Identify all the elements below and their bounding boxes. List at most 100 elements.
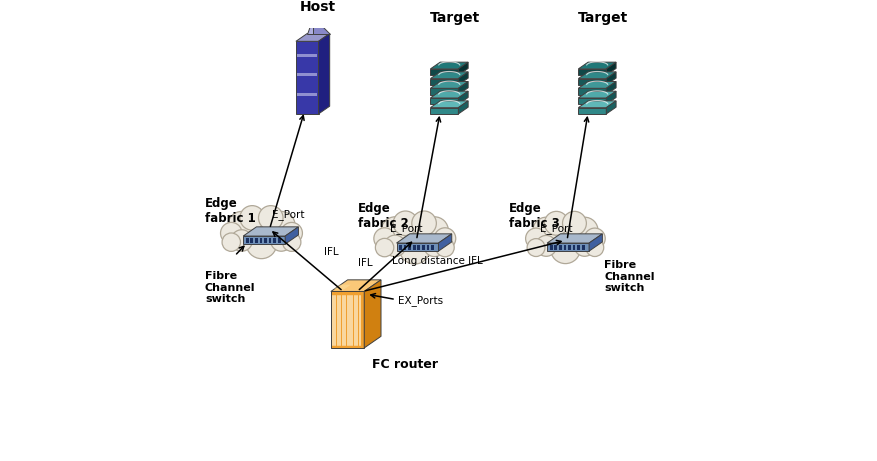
Polygon shape <box>430 69 458 75</box>
Polygon shape <box>396 243 438 251</box>
Polygon shape <box>578 98 606 104</box>
Circle shape <box>420 217 448 244</box>
Polygon shape <box>412 245 415 249</box>
Polygon shape <box>333 284 351 290</box>
Circle shape <box>243 213 280 249</box>
Circle shape <box>384 235 405 257</box>
Circle shape <box>393 211 417 236</box>
Polygon shape <box>431 245 433 249</box>
Polygon shape <box>318 34 330 114</box>
Polygon shape <box>430 88 458 95</box>
Polygon shape <box>260 238 262 242</box>
Polygon shape <box>578 72 616 78</box>
Polygon shape <box>296 34 330 41</box>
Polygon shape <box>572 245 574 249</box>
Circle shape <box>544 211 567 235</box>
Polygon shape <box>296 54 317 57</box>
Text: Target: Target <box>430 11 480 25</box>
Polygon shape <box>296 41 318 114</box>
Circle shape <box>526 239 545 256</box>
Circle shape <box>381 217 409 244</box>
Polygon shape <box>364 280 381 348</box>
Circle shape <box>434 228 455 249</box>
Text: E_Port: E_Port <box>389 223 422 234</box>
Text: IFL: IFL <box>324 247 339 257</box>
Circle shape <box>535 236 556 256</box>
Circle shape <box>571 217 597 244</box>
Polygon shape <box>458 101 467 114</box>
Polygon shape <box>546 243 588 251</box>
Circle shape <box>547 219 582 254</box>
Polygon shape <box>273 238 275 242</box>
Polygon shape <box>278 238 281 242</box>
Polygon shape <box>422 245 424 249</box>
Circle shape <box>574 236 595 256</box>
Polygon shape <box>426 245 429 249</box>
Circle shape <box>222 233 240 251</box>
Polygon shape <box>588 234 602 251</box>
Circle shape <box>220 222 242 244</box>
Polygon shape <box>578 108 606 114</box>
Circle shape <box>562 211 586 235</box>
Text: E_Port: E_Port <box>539 223 572 234</box>
Polygon shape <box>578 101 616 108</box>
Polygon shape <box>430 62 467 69</box>
Polygon shape <box>264 238 267 242</box>
Polygon shape <box>268 238 271 242</box>
Polygon shape <box>549 245 552 249</box>
Polygon shape <box>430 108 458 114</box>
Polygon shape <box>430 91 467 98</box>
Circle shape <box>246 228 276 259</box>
Text: Host: Host <box>300 0 336 14</box>
Text: Target: Target <box>577 11 627 25</box>
Text: Edge
fabric 2: Edge fabric 2 <box>358 202 409 230</box>
Polygon shape <box>458 91 467 104</box>
Circle shape <box>231 230 253 251</box>
Polygon shape <box>331 280 381 291</box>
Polygon shape <box>246 238 248 242</box>
Polygon shape <box>396 234 452 243</box>
Polygon shape <box>430 72 467 78</box>
Polygon shape <box>458 72 467 85</box>
Polygon shape <box>254 238 258 242</box>
Circle shape <box>435 238 453 257</box>
Polygon shape <box>581 245 584 249</box>
Polygon shape <box>307 18 312 34</box>
Circle shape <box>374 228 395 249</box>
Polygon shape <box>606 101 616 114</box>
Polygon shape <box>312 18 330 34</box>
Polygon shape <box>243 236 285 244</box>
Polygon shape <box>458 82 467 95</box>
Circle shape <box>424 235 445 257</box>
Text: E_Port: E_Port <box>271 209 303 220</box>
Polygon shape <box>331 291 364 348</box>
Text: EX_Ports: EX_Ports <box>397 295 442 306</box>
Polygon shape <box>430 82 467 88</box>
Circle shape <box>282 233 301 251</box>
Polygon shape <box>417 245 420 249</box>
Polygon shape <box>567 245 570 249</box>
Polygon shape <box>438 234 452 251</box>
Circle shape <box>525 228 545 249</box>
Text: Edge
fabric 1: Edge fabric 1 <box>204 197 255 225</box>
Polygon shape <box>606 72 616 85</box>
Text: IFL: IFL <box>358 258 373 268</box>
Polygon shape <box>578 62 616 69</box>
Polygon shape <box>430 78 458 85</box>
Polygon shape <box>578 82 616 88</box>
Polygon shape <box>408 245 410 249</box>
Circle shape <box>239 206 264 230</box>
Polygon shape <box>250 238 253 242</box>
Polygon shape <box>430 101 467 108</box>
Text: Fibre
Channel
switch: Fibre Channel switch <box>603 260 654 294</box>
Circle shape <box>396 218 432 254</box>
Polygon shape <box>296 93 317 96</box>
Polygon shape <box>578 69 606 75</box>
Circle shape <box>532 217 559 244</box>
Polygon shape <box>606 82 616 95</box>
Circle shape <box>411 211 436 236</box>
Polygon shape <box>559 245 561 249</box>
Text: FC router: FC router <box>371 358 438 371</box>
Polygon shape <box>563 245 566 249</box>
Polygon shape <box>578 88 606 95</box>
